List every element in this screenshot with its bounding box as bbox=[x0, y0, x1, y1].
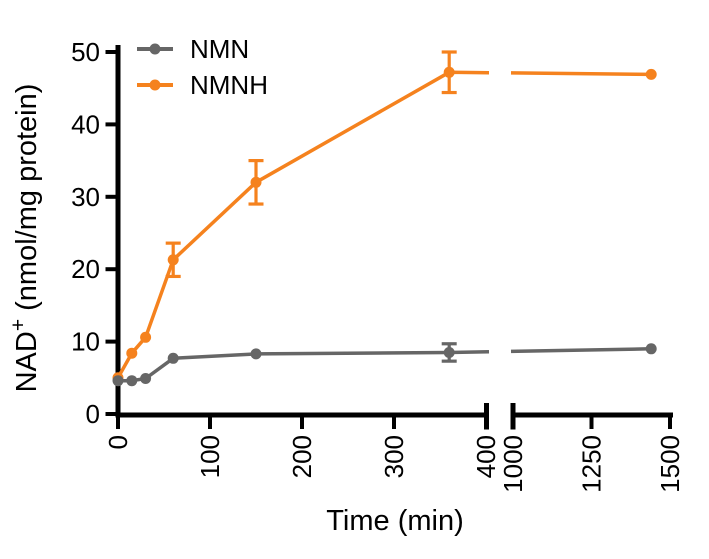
data-point-NMNH bbox=[140, 331, 152, 343]
y-axis-title: NAD+ (nmol/mg protein) bbox=[7, 84, 43, 393]
data-point-NMNH bbox=[645, 68, 657, 80]
x-tick-label: 1500 bbox=[655, 435, 685, 493]
x-tick-label: 1250 bbox=[577, 435, 607, 493]
data-point-NMN bbox=[645, 343, 657, 355]
legend-marker-nmn bbox=[149, 43, 161, 55]
legend-label-nmnh: NMNH bbox=[190, 70, 268, 100]
x-tick-label: 100 bbox=[195, 435, 225, 478]
y-tick-label: 20 bbox=[71, 254, 100, 284]
data-point-NMN bbox=[250, 348, 262, 360]
x-axis-title: Time (min) bbox=[326, 505, 463, 537]
legend-marker-nmnh bbox=[149, 79, 161, 91]
legend: NMN NMNH bbox=[137, 34, 268, 100]
x-tick-label: 1000 bbox=[498, 435, 528, 493]
data-point-NMN bbox=[126, 375, 138, 387]
data-point-NMNH bbox=[250, 176, 262, 188]
x-tick-label: 400 bbox=[471, 435, 501, 478]
y-tick-label: 10 bbox=[71, 327, 100, 357]
y-tick-label: 30 bbox=[71, 182, 100, 212]
series-line-NMNH bbox=[116, 70, 490, 379]
series-line-NMN-after-break bbox=[510, 347, 652, 354]
data-point-NMNH bbox=[167, 254, 179, 266]
axes-layer bbox=[105, 45, 673, 430]
data-point-NMN bbox=[112, 375, 124, 387]
y-tick-label: 40 bbox=[71, 109, 100, 139]
data-point-NMNH bbox=[443, 66, 455, 78]
axis-titles-layer: Time (min) NAD+ (nmol/mg protein) bbox=[7, 84, 464, 537]
data-point-NMN bbox=[167, 352, 179, 364]
data-point-NMN bbox=[443, 347, 455, 358]
y-tick-label: 50 bbox=[71, 37, 100, 67]
x-tick-label: 200 bbox=[287, 435, 317, 478]
series-line-NMNH-after-break bbox=[510, 71, 652, 77]
x-tick-label: 300 bbox=[379, 435, 409, 478]
series-layer bbox=[112, 50, 657, 387]
legend-label-nmn: NMN bbox=[190, 34, 249, 64]
data-point-NMN bbox=[140, 373, 152, 384]
y-tick-label: 0 bbox=[86, 399, 100, 429]
x-tick-label: 0 bbox=[103, 435, 133, 449]
data-point-NMNH bbox=[126, 347, 138, 359]
